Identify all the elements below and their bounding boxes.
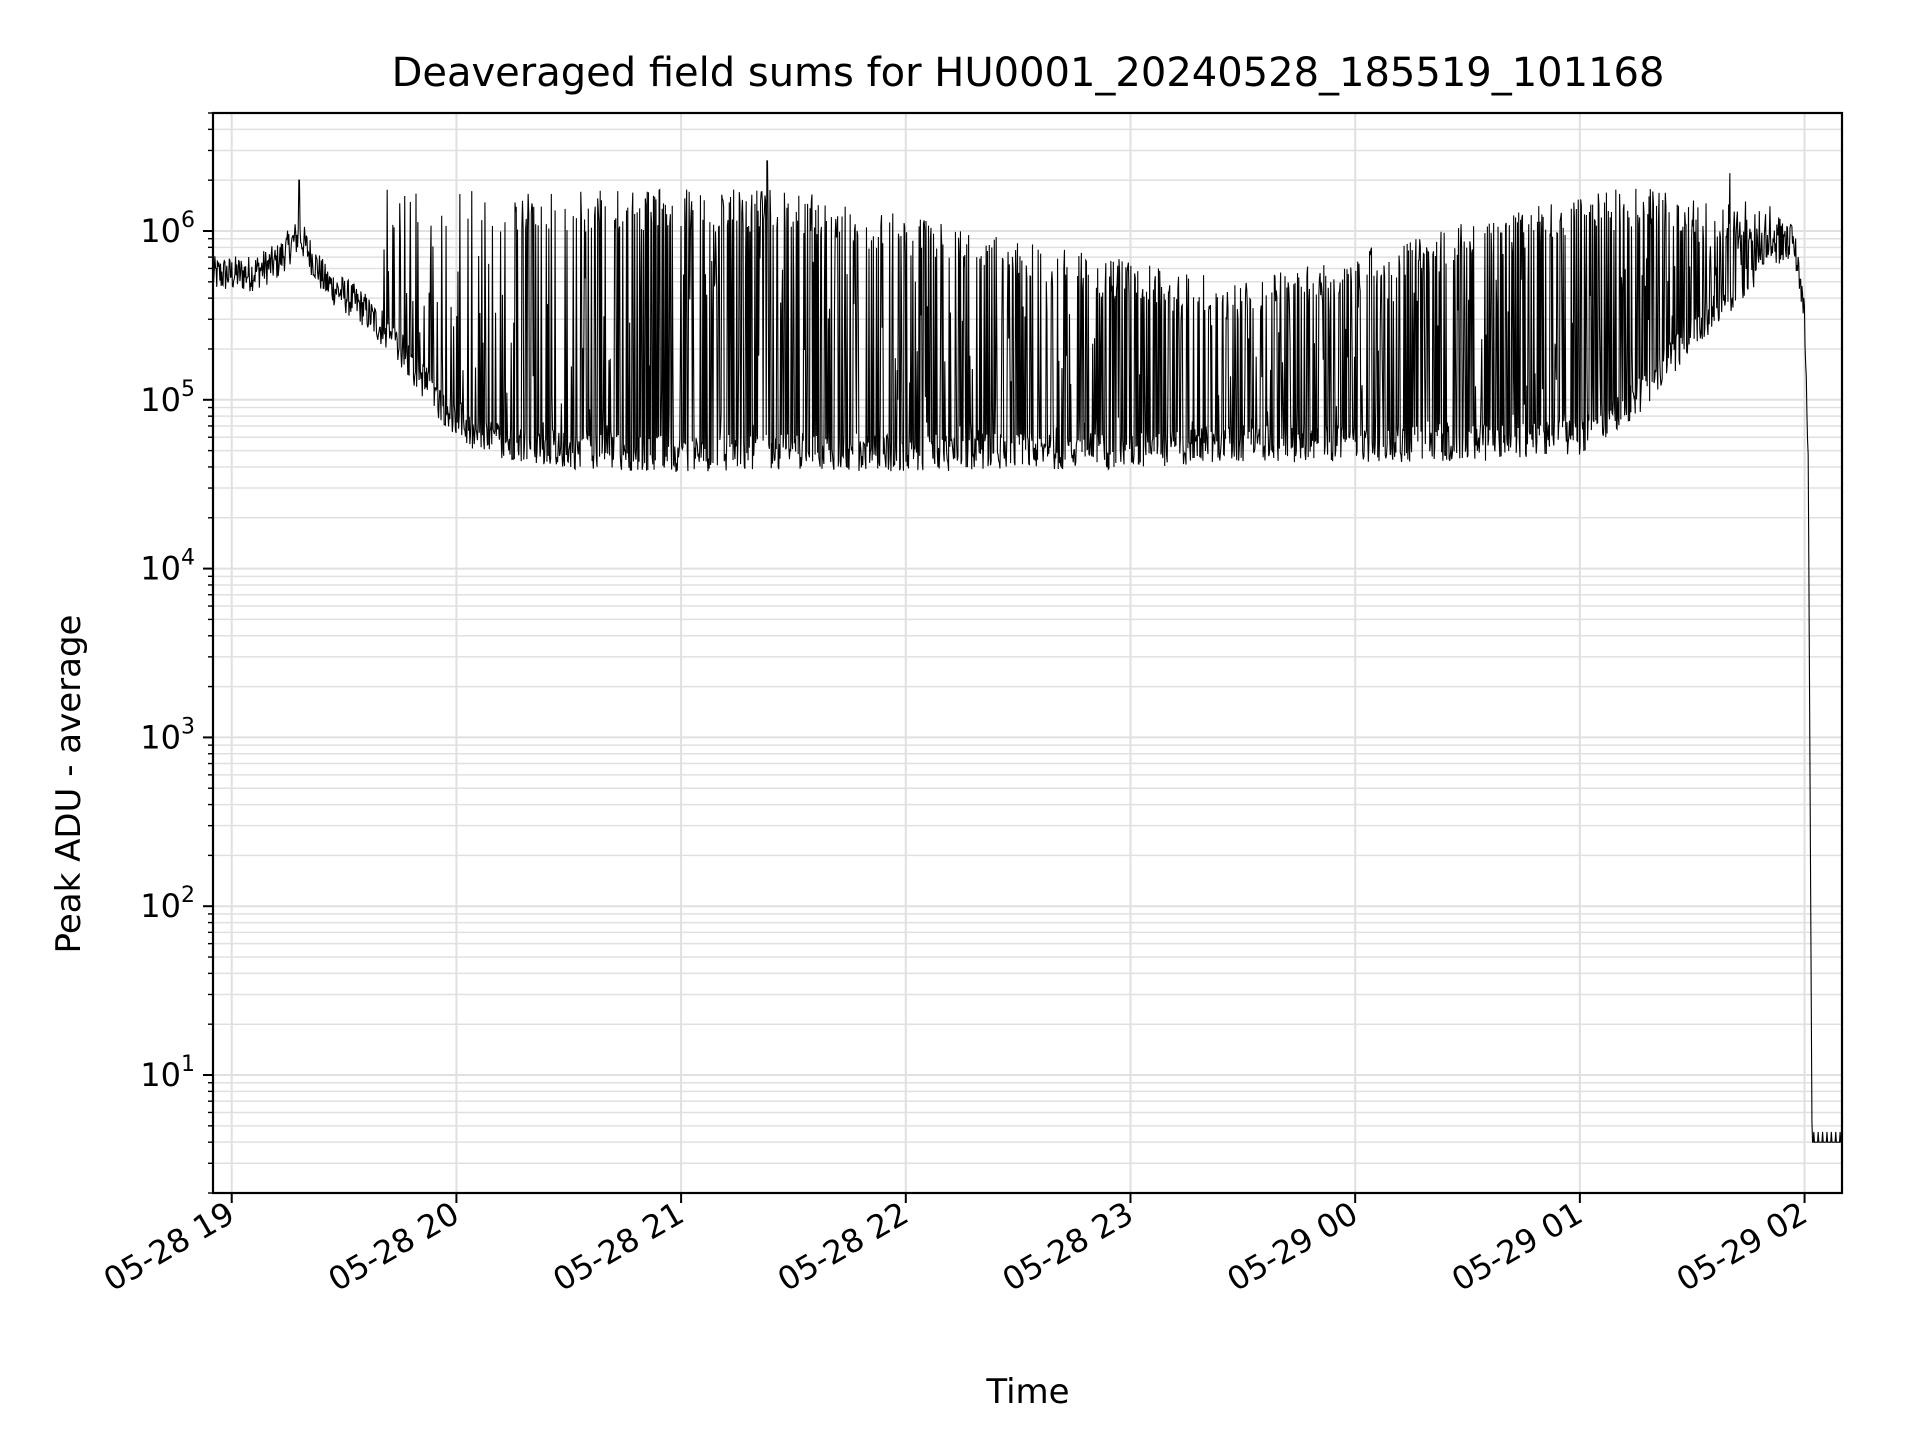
y-axis-label: Peak ADU - average bbox=[49, 615, 89, 954]
x-tick-label: 05-28 20 bbox=[322, 1194, 466, 1299]
series-line bbox=[212, 160, 1842, 1143]
series-path bbox=[212, 160, 1842, 1143]
x-tick-label: 05-28 19 bbox=[97, 1194, 241, 1299]
y-tick-label: 102 bbox=[140, 883, 195, 925]
x-tick-label: 05-29 01 bbox=[1445, 1194, 1589, 1299]
x-tick-label: 05-29 02 bbox=[1670, 1194, 1814, 1299]
x-axis: 05-28 19 05-28 20 05-28 21 05-28 22 05-28 23… bbox=[97, 1193, 1814, 1299]
x-tick-label: 05-29 00 bbox=[1221, 1194, 1365, 1299]
x-tick-label: 05-28 21 bbox=[547, 1194, 691, 1299]
y-tick-label: 106 bbox=[140, 208, 195, 250]
y-tick-label: 103 bbox=[140, 714, 195, 756]
y-tick-label: 104 bbox=[140, 546, 195, 588]
x-tick-label: 05-28 23 bbox=[996, 1194, 1140, 1299]
y-tick-label: 101 bbox=[140, 1052, 195, 1094]
y-tick-label: 105 bbox=[140, 377, 195, 419]
x-axis-label: Time bbox=[985, 1372, 1069, 1412]
x-tick-label: 05-28 22 bbox=[771, 1194, 915, 1299]
plot-frame bbox=[211, 111, 1844, 1195]
chart-title: Deaveraged field sums for HU0001_2024052… bbox=[392, 50, 1665, 96]
y-axis: 101 102 103 104 105 106 bbox=[140, 112, 213, 1194]
